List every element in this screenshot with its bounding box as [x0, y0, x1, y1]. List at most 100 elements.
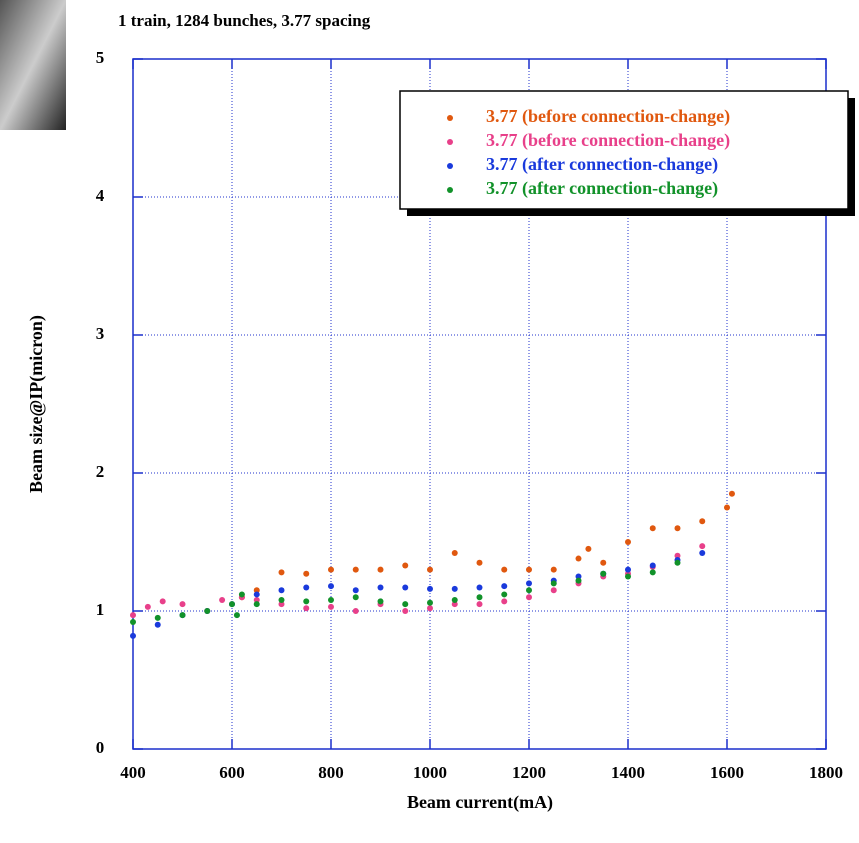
point: [699, 550, 706, 557]
point: [649, 562, 656, 569]
point: [402, 601, 409, 608]
point: [253, 591, 260, 598]
point: [402, 608, 409, 614]
point: [352, 587, 359, 594]
chart-title: 1 train, 1284 bunches, 3.77 spacing: [118, 11, 371, 30]
point: [238, 591, 245, 598]
point: [501, 583, 508, 590]
point: [585, 545, 592, 552]
legend-label: 3.77 (before connection-change): [486, 130, 730, 151]
point: [352, 594, 359, 601]
point: [303, 584, 310, 591]
point: [303, 605, 310, 612]
x-tick-label: 600: [219, 763, 245, 782]
y-tick-label: 0: [96, 738, 105, 757]
point: [451, 601, 458, 608]
point: [328, 596, 334, 603]
point: [278, 601, 285, 608]
point: [144, 603, 151, 610]
point: [501, 566, 508, 573]
legend-label: 3.77 (before connection-change): [486, 106, 730, 127]
x-tick-label: 800: [318, 763, 344, 782]
x-tick-label: 1400: [611, 763, 645, 782]
point: [501, 598, 508, 605]
point: [427, 566, 433, 573]
point: [526, 580, 532, 587]
legend-label: 3.77 (after connection-change): [486, 178, 718, 199]
point: [377, 598, 384, 605]
point: [674, 552, 681, 559]
x-axis-label: Beam current(mA): [407, 792, 553, 813]
plot-frame: [132, 58, 827, 750]
point: [179, 601, 186, 608]
y-tick-label: 5: [96, 48, 105, 67]
point: [526, 594, 532, 601]
point: [352, 566, 359, 573]
point: [728, 490, 735, 497]
point: [600, 570, 607, 577]
point: [649, 569, 656, 576]
point: [575, 573, 582, 580]
x-tick-label: 1800: [809, 763, 843, 782]
point: [278, 569, 285, 576]
legend-marker: [447, 163, 453, 169]
point: [352, 608, 359, 614]
point: [377, 566, 384, 573]
x-tick-label: 1200: [512, 763, 546, 782]
x-tick-label: 400: [120, 763, 146, 782]
x-tick-label: 1600: [710, 763, 744, 782]
x-tick-label: 1000: [413, 763, 447, 782]
point: [328, 603, 334, 610]
point: [600, 559, 607, 566]
legend-marker: [447, 115, 453, 121]
legend-label: 3.77 (after connection-change): [486, 154, 718, 175]
point: [278, 587, 285, 594]
point: [154, 614, 161, 621]
point: [130, 612, 136, 619]
point: [451, 596, 458, 603]
y-tick-label: 4: [96, 186, 105, 205]
y-tick-label: 1: [96, 600, 105, 619]
point: [674, 559, 681, 566]
point: [625, 539, 631, 545]
point: [501, 591, 508, 598]
point: [575, 577, 582, 584]
point: [159, 598, 166, 605]
point: [550, 566, 557, 573]
y-axis-label: Beam size@IP(micron): [26, 315, 47, 493]
point: [402, 562, 409, 569]
point: [130, 619, 136, 626]
legend-box: [399, 90, 849, 210]
point: [278, 596, 285, 603]
point: [253, 587, 260, 594]
point: [625, 566, 631, 573]
point: [427, 599, 433, 606]
point: [476, 559, 483, 566]
point: [303, 570, 310, 577]
point: [550, 587, 557, 594]
point: [575, 555, 582, 562]
point: [476, 601, 483, 608]
point: [451, 550, 458, 557]
point: [204, 608, 211, 614]
point: [674, 525, 681, 532]
point: [130, 632, 136, 639]
point: [253, 601, 260, 608]
point: [219, 596, 226, 603]
point: [303, 598, 310, 605]
point: [649, 525, 656, 532]
photo-fragment: [0, 0, 66, 130]
point: [427, 605, 433, 612]
point: [179, 612, 186, 619]
point: [154, 621, 161, 628]
y-tick-label: 3: [96, 324, 105, 343]
point: [625, 573, 631, 580]
point: [328, 583, 334, 590]
point: [724, 504, 730, 511]
point: [699, 543, 706, 550]
point: [526, 566, 532, 573]
point: [253, 596, 260, 603]
legend-marker: [447, 187, 453, 193]
point: [233, 612, 240, 619]
